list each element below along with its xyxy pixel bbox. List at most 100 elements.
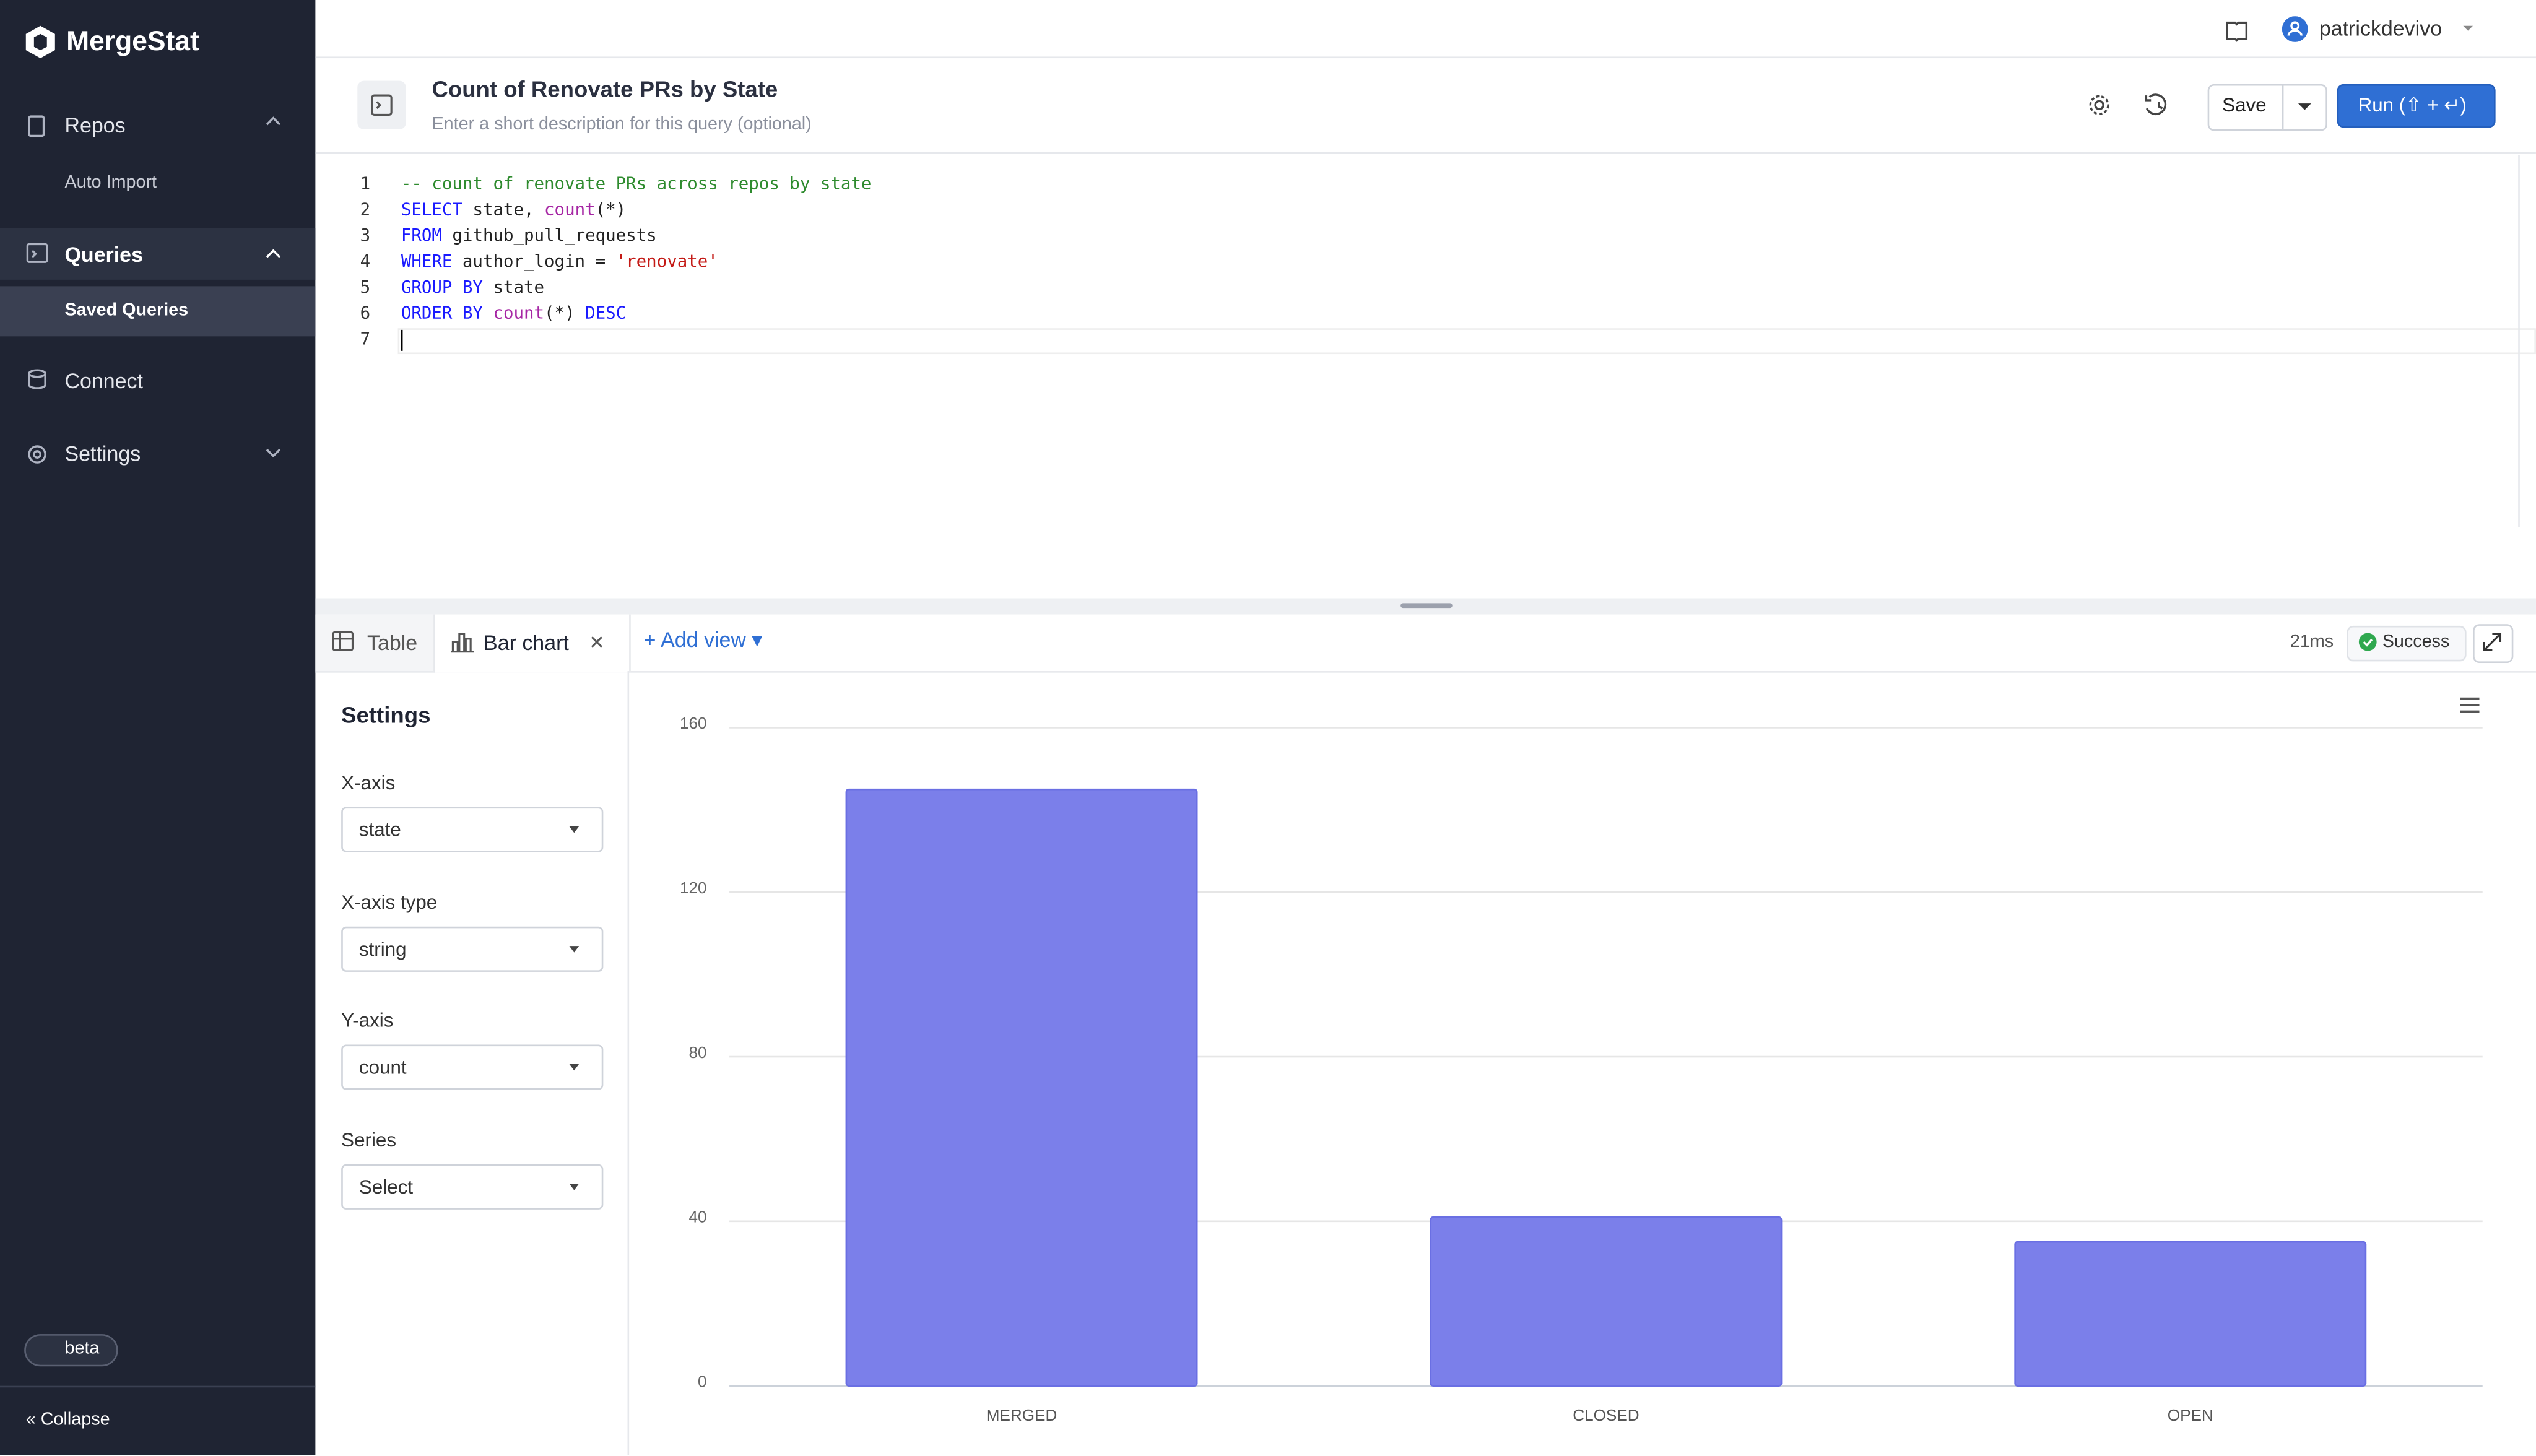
line-number: 5: [360, 278, 371, 298]
code-token: author_login =: [452, 252, 616, 272]
header-border: [315, 152, 2536, 154]
query-description[interactable]: Enter a short description for this query…: [432, 115, 812, 134]
collapse-text: Collapse: [40, 1410, 110, 1430]
select[interactable]: count: [341, 1044, 604, 1090]
logo-icon: [25, 25, 55, 59]
code-token: FROM: [401, 226, 442, 246]
field-label: X-axis type: [341, 890, 438, 913]
tab-table-bg: [315, 614, 434, 672]
code-token: DESC: [585, 304, 627, 324]
chart: 0 40 80 120 160 MERGED CLOSED OPEN: [680, 697, 2483, 1424]
y-tick-label: 0: [698, 1372, 707, 1390]
query-icon: [357, 80, 406, 129]
badge-text: beta: [64, 1338, 100, 1359]
code-token: state: [482, 278, 545, 298]
nav-active-bg: [0, 228, 316, 280]
settings-title: Settings: [341, 701, 431, 728]
expand-button[interactable]: [2473, 624, 2514, 664]
tab[interactable]: Table: [367, 630, 418, 655]
field-label: X-axis: [341, 771, 396, 794]
save-divider: [2282, 84, 2284, 131]
current-line: [397, 328, 2536, 355]
line-number: 3: [360, 226, 371, 246]
expand-icon: [2483, 633, 2502, 651]
x-tick-label: OPEN: [2168, 1406, 2213, 1424]
code-token: GROUP BY: [401, 278, 483, 298]
y-tick-label: 80: [688, 1043, 706, 1062]
chart-menu[interactable]: [2460, 697, 2480, 713]
save-dropdown[interactable]: [2296, 100, 2312, 113]
nav-icons: [26, 115, 281, 464]
collapse-button[interactable]: « Collapse: [25, 1410, 110, 1430]
code-token: (*): [544, 304, 586, 324]
x-tick-label: CLOSED: [1573, 1406, 1639, 1424]
code-token: count: [544, 200, 596, 220]
line-number: 2: [360, 200, 371, 220]
bar: [2014, 1241, 2367, 1387]
line-number: 4: [360, 252, 371, 272]
code-token: github_pull_requests: [441, 226, 657, 246]
save-button[interactable]: Save: [2222, 93, 2267, 117]
y-tick-label: 160: [680, 714, 707, 732]
select[interactable]: Select: [341, 1163, 604, 1209]
code-line: ORDER BY count(*) DESC: [401, 304, 626, 323]
save-button-group: [2207, 84, 2327, 131]
y-tick-label: 40: [688, 1208, 706, 1226]
code-line: FROM github_pull_requests: [401, 227, 657, 246]
code-token: SELECT: [401, 200, 462, 220]
nav-item[interactable]: Settings: [64, 441, 141, 466]
select[interactable]: state: [341, 807, 604, 852]
code-line: SELECT state, count(*): [401, 201, 626, 220]
header-icons: [2089, 93, 2167, 115]
code-line: WHERE author_login = 'renovate': [401, 253, 718, 272]
line-number: 1: [360, 175, 371, 194]
select[interactable]: string: [341, 925, 604, 971]
editor-scrollbar: [2518, 155, 2520, 527]
code-token: (*): [595, 200, 627, 220]
tab-bar: [315, 614, 2536, 673]
status-text: Success: [2382, 632, 2450, 652]
nav-sub-item[interactable]: Saved Queries: [64, 300, 189, 321]
line-number: 6: [360, 304, 371, 324]
bar: [845, 788, 1198, 1387]
query-title[interactable]: Count of Renovate PRs by State: [432, 76, 778, 102]
topbar-border: [315, 56, 2536, 59]
beta-badge: [24, 1334, 118, 1367]
tab-icons: [332, 631, 602, 653]
code-line: GROUP BY state: [401, 278, 544, 297]
nav-item[interactable]: Repos: [64, 113, 126, 138]
nav-item[interactable]: Connect: [64, 368, 143, 393]
cursor: [401, 329, 403, 351]
duration: 21ms: [2290, 632, 2334, 652]
field-label: Y-axis: [341, 1009, 394, 1032]
code-token: 'renovate': [615, 252, 718, 272]
add-view-button[interactable]: + Add view ▾: [643, 627, 763, 652]
add-view-text: Add view: [661, 627, 746, 652]
sidebar-divider: [0, 1385, 316, 1388]
code-token: -- count of renovate PRs across repos by…: [401, 175, 872, 194]
panel-divider: [627, 671, 630, 1455]
nav-active-sub-bg: [0, 286, 316, 337]
code-line: -- count of renovate PRs across repos by…: [401, 175, 872, 194]
run-label: Run (⇧ + ↵): [2358, 93, 2467, 117]
status-icon: [2358, 633, 2377, 651]
topbar-icons: [2226, 16, 2473, 42]
brand: MergeStat: [66, 25, 199, 57]
nav-sub-item[interactable]: Auto Import: [64, 173, 157, 193]
user-name[interactable]: patrickdevivo: [2319, 16, 2443, 41]
code-token: ORDER BY: [401, 304, 483, 324]
tab[interactable]: Bar chart: [484, 630, 569, 655]
line-number: 7: [360, 329, 371, 350]
code-token: WHERE: [401, 252, 453, 272]
code-token: count: [493, 304, 545, 324]
splitter-handle: [1400, 603, 1453, 609]
run-button[interactable]: [2337, 84, 2496, 128]
code-token: [483, 304, 493, 323]
nav-item[interactable]: Queries: [64, 242, 143, 267]
x-tick-label: MERGED: [986, 1406, 1057, 1424]
code-token: state,: [462, 200, 545, 220]
field-label: Series: [341, 1128, 397, 1151]
terminal-icon: [371, 94, 393, 116]
